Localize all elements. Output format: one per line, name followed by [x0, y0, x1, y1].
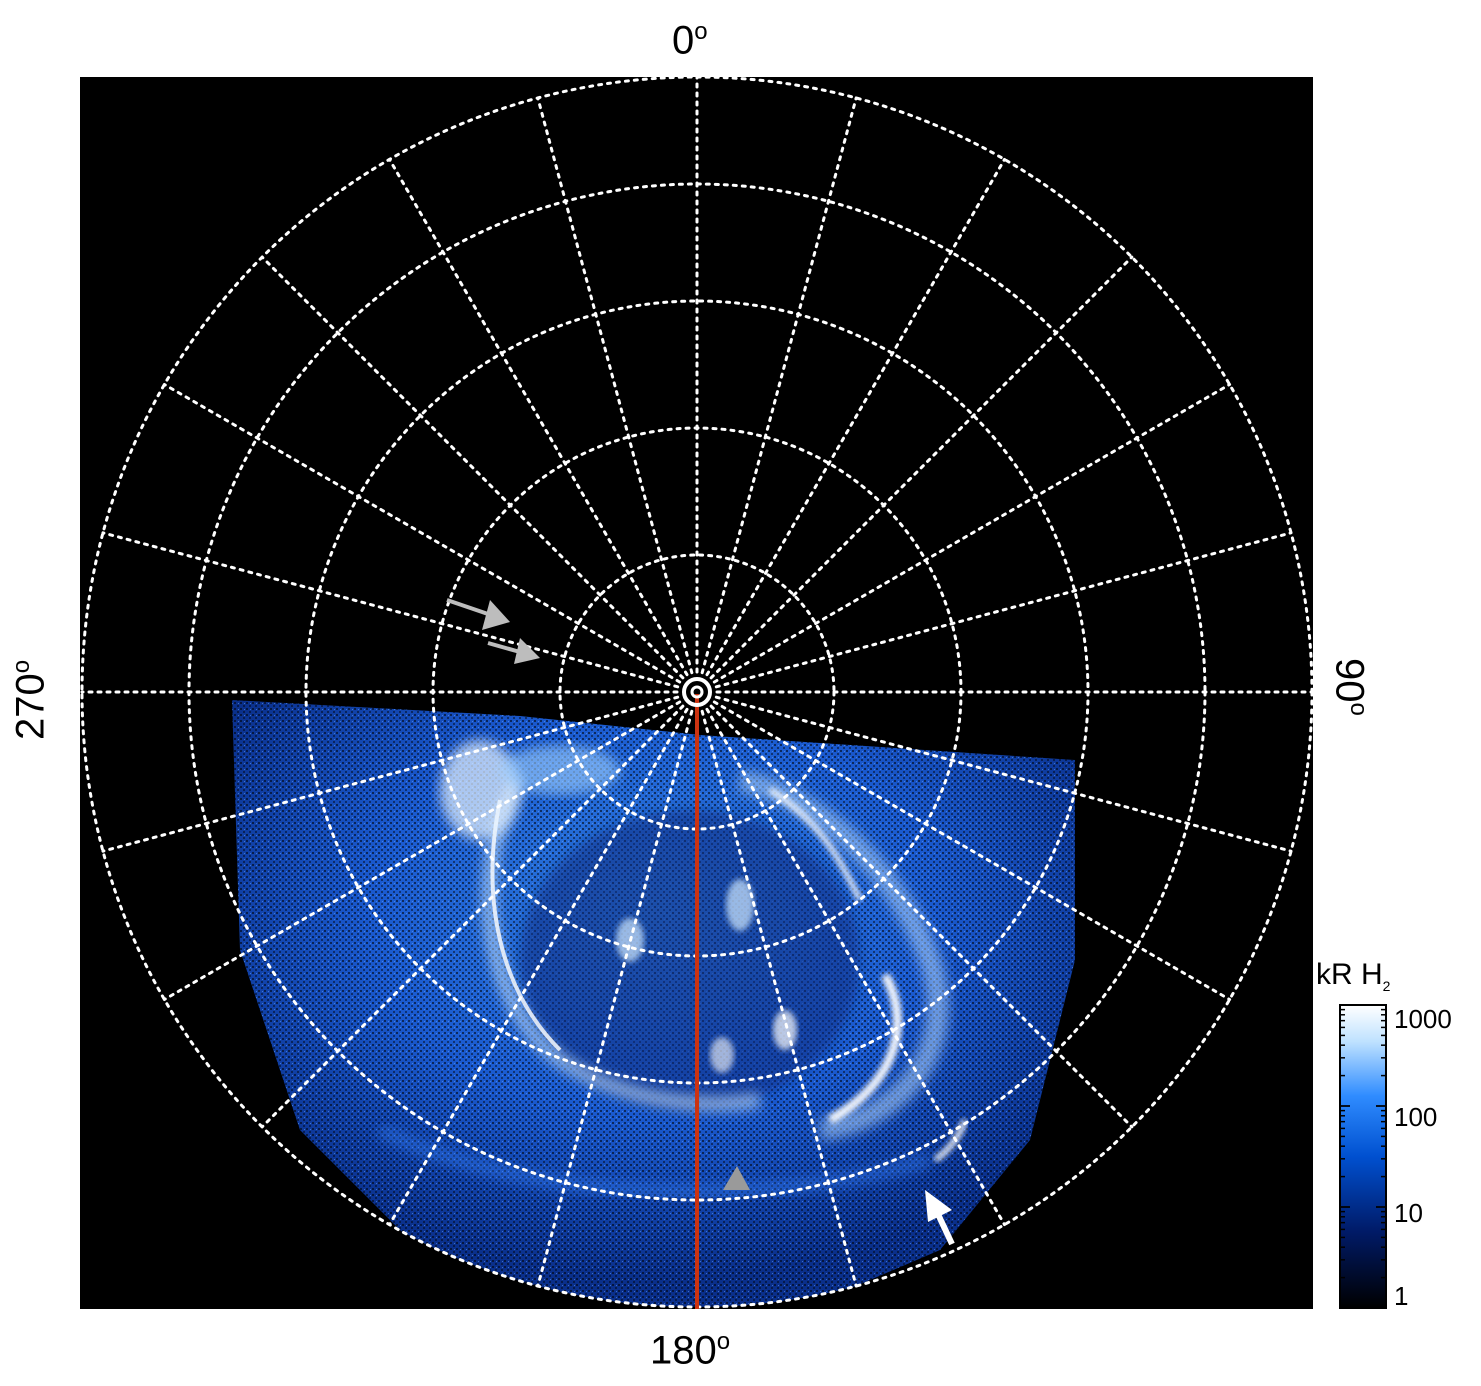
longitude-line: [700, 96, 858, 675]
longitude-line: [536, 709, 694, 1288]
longitude-line: [705, 157, 1006, 677]
longitude-line: [101, 531, 680, 689]
longitude-line: [536, 96, 694, 675]
longitude-line: [162, 383, 682, 684]
longitude-line: [388, 157, 689, 677]
longitude-line: [162, 700, 682, 1001]
gray-arrow-lower: [487, 638, 540, 664]
longitude-line: [705, 707, 1006, 1227]
colorbar-tick-10: 10: [1394, 1198, 1423, 1228]
gray-arrow-upper: [446, 598, 510, 630]
colorbar-tick-1: 1: [1394, 1281, 1409, 1311]
longitude-line: [260, 704, 685, 1129]
longitude-line: [709, 704, 1134, 1129]
polar-graticule: [80, 75, 1314, 1309]
white-arrow: [925, 1190, 955, 1246]
gray-triangle-marker: [723, 1166, 750, 1190]
colorbar-tick-100: 100: [1394, 1102, 1438, 1132]
longitude-line: [709, 255, 1134, 680]
longitude-line: [712, 700, 1232, 1001]
longitude-line: [712, 383, 1232, 684]
angle-label-right: 90o: [1327, 658, 1372, 716]
colorbar-title: kR H2: [1316, 958, 1391, 994]
longitude-line: [101, 695, 680, 853]
longitude-line: [714, 695, 1293, 853]
angle-label-top: 0o: [672, 18, 708, 63]
longitude-line: [388, 707, 689, 1227]
colorbar-tick-1000: 1000: [1394, 1004, 1452, 1034]
angle-label-left: 270o: [8, 659, 53, 740]
angle-label-bottom: 180o: [650, 1328, 731, 1373]
aurora-emission-image: [232, 700, 1075, 1307]
longitude-line: [700, 709, 858, 1288]
colorbar: [1339, 1004, 1387, 1309]
longitude-line: [260, 255, 685, 680]
pole-marker: [682, 677, 712, 707]
longitude-line: [714, 531, 1293, 689]
